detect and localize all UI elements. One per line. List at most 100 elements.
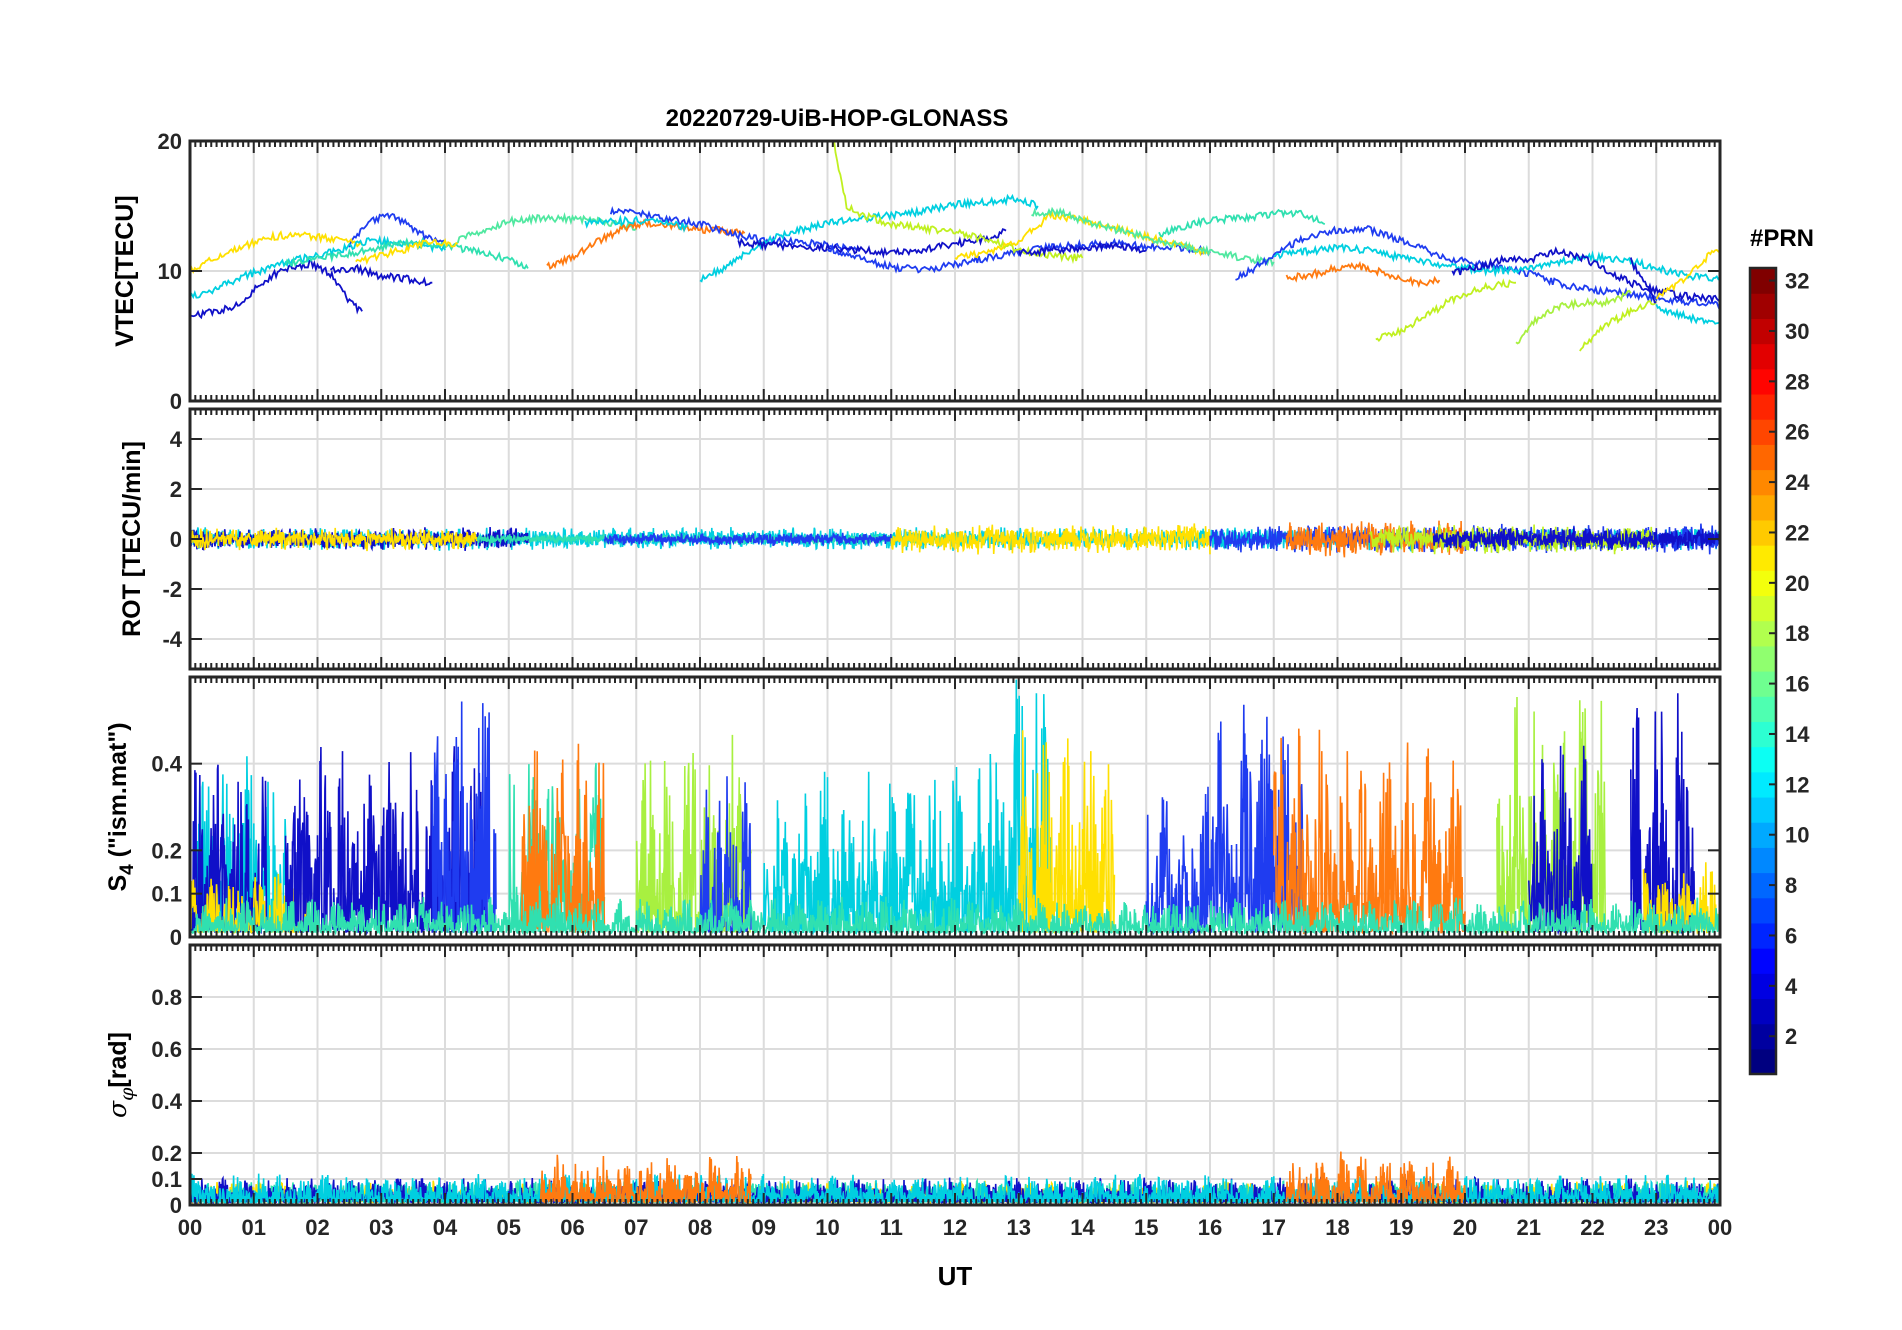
y-tick-label: 0.2: [151, 838, 182, 863]
vtec-series-line: [826, 237, 1211, 274]
vtec-series-line: [348, 212, 446, 248]
vtec-series-line: [1017, 240, 1147, 258]
chart-title: 20220729-UiB-HOP-GLONASS: [666, 105, 1009, 132]
x-tick-label: 17: [1262, 1215, 1286, 1240]
vtec-series-line: [190, 234, 446, 300]
y-tick-label: 0.1: [151, 882, 182, 907]
x-tick-label: 06: [560, 1215, 584, 1240]
rot-band-line: [190, 527, 478, 552]
x-tick-label: 22: [1580, 1215, 1604, 1240]
x-tick-label: 16: [1198, 1215, 1222, 1240]
x-tick-label: 10: [815, 1215, 839, 1240]
vtec-series-line: [329, 263, 433, 287]
y-tick-label: 0.1: [151, 1167, 182, 1192]
x-tick-label: 14: [1070, 1215, 1095, 1240]
colorbar-swatch: [1750, 998, 1776, 1025]
vtec-series-line: [1451, 246, 1720, 304]
y-tick-label: 0.8: [151, 985, 182, 1010]
y-tick-label: 0: [170, 527, 182, 552]
sigma_phi-band-line: [539, 1154, 752, 1205]
vtec-series-line: [190, 258, 363, 320]
x-tick-label: 04: [433, 1215, 458, 1240]
s4-band-line: [1145, 786, 1211, 936]
y-tick-label: -4: [162, 627, 182, 652]
sigma-phi-grid: [189, 945, 1721, 1206]
vtec-series-line: [1655, 249, 1720, 300]
y-tick-label: 4: [170, 427, 183, 452]
colorbar-swatch: [1750, 494, 1776, 521]
y-tick-label: 0: [170, 389, 182, 414]
panel-vtec: 0 10 20 VTEC[TECU]: [111, 129, 1722, 414]
colorbar-swatch: [1750, 595, 1776, 622]
x-tick-label: 07: [624, 1215, 648, 1240]
vtec-series-line: [699, 193, 1039, 283]
x-tick-label: 23: [1644, 1215, 1668, 1240]
vtec-series-line: [1515, 289, 1632, 345]
colorbar-tick-label: 14: [1785, 722, 1810, 747]
x-tick-label: 01: [242, 1215, 266, 1240]
colorbar-swatch: [1750, 1048, 1776, 1075]
x-tick-label: 05: [497, 1215, 521, 1240]
colorbar-tick-label: 24: [1785, 470, 1810, 495]
colorbar-label: #PRN: [1750, 225, 1814, 252]
colorbar-swatch: [1750, 948, 1776, 974]
rot-band-line: [890, 523, 1211, 555]
colorbar-tick-label: 30: [1785, 319, 1809, 344]
colorbar-swatch: [1750, 645, 1776, 672]
y-tick-label: 20: [158, 129, 182, 154]
rot-band-line: [1432, 527, 1720, 551]
x-tick-label: 13: [1007, 1215, 1031, 1240]
colorbar-tick-label: 4: [1785, 974, 1798, 999]
x-tick-label: 12: [943, 1215, 967, 1240]
colorbar-tick-label: 12: [1785, 772, 1809, 797]
vtec-series-line: [1629, 257, 1657, 304]
s4-ylabel: S4 ("ism.mat"): [104, 722, 138, 891]
colorbar-swatch: [1750, 897, 1776, 924]
vtec-series-line: [584, 214, 688, 233]
colorbar-tick-label: 26: [1785, 420, 1809, 445]
panel-rot: -4 -2 0 2 4 ROT [TECU/min]: [118, 407, 1722, 671]
vtec-series-line: [1375, 278, 1517, 342]
vtec-series-line: [1579, 300, 1658, 352]
s4-band-line: [1528, 745, 1594, 936]
colorbar-swatch: [1750, 293, 1776, 319]
colorbar-tick-label: 20: [1785, 571, 1809, 596]
x-tick-label: 02: [305, 1215, 329, 1240]
vtec-axes: 0 10 20: [158, 129, 1722, 414]
colorbar-tick-label: 8: [1785, 873, 1797, 898]
colorbar-tick-label: 32: [1785, 269, 1809, 294]
vtec-series-line: [284, 236, 529, 270]
sigma-phi-axes: 00.10.2 0.4 0.6 0.8 00 01 02 03 04 05 06 07 08 09 10 11…: [151, 943, 1732, 1240]
colorbar-swatch: [1750, 746, 1776, 773]
x-tick-label: 03: [369, 1215, 393, 1240]
x-tick-label: 20: [1453, 1215, 1477, 1240]
y-tick-label: -2: [162, 577, 182, 602]
x-axis-label: UT: [938, 1261, 973, 1291]
y-tick-label: 0.4: [151, 752, 182, 777]
vtec-series-line: [737, 228, 1007, 259]
x-tick-label: 18: [1325, 1215, 1349, 1240]
y-tick-label: 0: [170, 1193, 182, 1218]
x-tick-label: 00: [178, 1215, 202, 1240]
vtec-series-line: [1031, 206, 1275, 268]
x-tick-label: 15: [1134, 1215, 1158, 1240]
rot-band-line: [603, 532, 893, 548]
vtec-series-line: [1235, 225, 1720, 309]
vtec-series-line: [1285, 260, 1441, 288]
x-tick-label: 19: [1389, 1215, 1413, 1240]
sigma_phi-band-line: [1285, 1151, 1466, 1205]
colorbar-tick-label: 16: [1785, 672, 1809, 697]
colorbar-tick-label: 10: [1785, 823, 1809, 848]
sigma-phi-ylabel: σφ[rad]: [103, 1032, 138, 1118]
rot-axes: -4 -2 0 2 4: [162, 407, 1722, 671]
x-tick-label: 09: [752, 1215, 776, 1240]
colorbar-swatch: [1750, 696, 1776, 722]
y-tick-label: 0.6: [151, 1037, 182, 1062]
y-tick-label: 0: [170, 925, 182, 950]
vtec-series-line: [1273, 243, 1720, 283]
y-tick-label: 0.2: [151, 1141, 182, 1166]
x-tick-label: 21: [1517, 1215, 1541, 1240]
colorbar-swatch: [1750, 545, 1776, 571]
